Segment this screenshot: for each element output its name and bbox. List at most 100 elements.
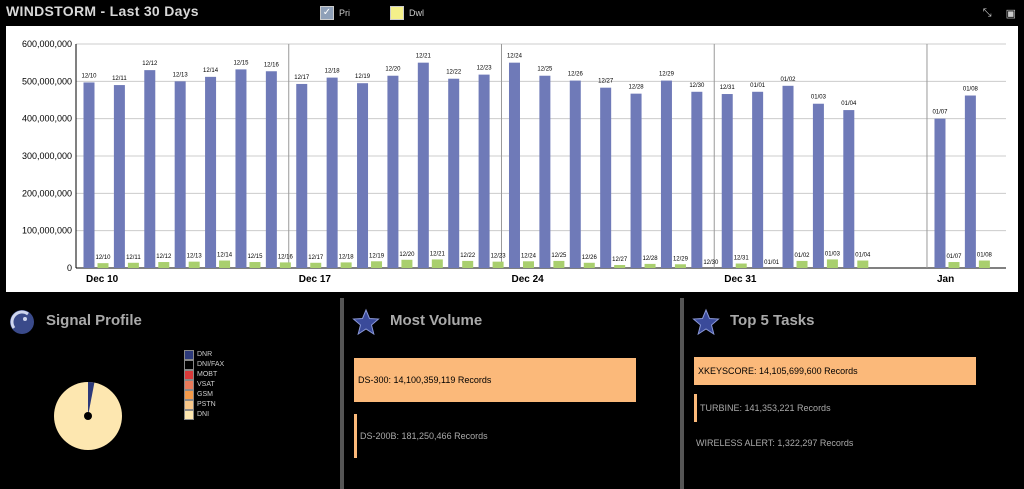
legend-label: MOBT <box>197 371 218 378</box>
x-week-label: Dec 10 <box>86 274 119 285</box>
bar-label-pri: 01/03 <box>811 95 827 101</box>
pie-legend-item[interactable]: MOBT <box>184 370 224 380</box>
window-icon[interactable]: ▣ <box>1005 8 1016 20</box>
legend-swatch <box>184 410 194 420</box>
checkbox-checked-icon[interactable]: ✓ <box>320 6 334 20</box>
top-tasks-panel: Top 5 Tasks XKEYSCORE: 14,105,699,600 Re… <box>680 298 1024 489</box>
bar-pri <box>417 62 429 268</box>
bar-label-dwl: 12/11 <box>126 255 141 261</box>
bar-label-dwl: 12/25 <box>551 253 567 259</box>
legend-item-dwl[interactable]: Dwl <box>390 6 424 20</box>
bar-label-dwl: 12/29 <box>673 256 689 262</box>
task-bar-label: TURBINE: 141,353,221 Records <box>700 403 831 413</box>
pie-legend-item[interactable]: DNI/FAX <box>184 360 224 370</box>
bar-pri <box>235 69 247 269</box>
bar-label-pri: 12/20 <box>385 67 401 73</box>
bar-label-pri: 12/16 <box>264 62 280 68</box>
pie-legend-item[interactable]: VSAT <box>184 380 224 390</box>
bar-pri <box>144 70 156 268</box>
chart-svg: 0 100,000,000 200,000,000 300,000,000 400,00… <box>22 39 1006 285</box>
bar-dwl <box>310 262 322 268</box>
bar-label-dwl: 12/27 <box>612 257 628 263</box>
bar-label-pri: 12/15 <box>233 60 249 66</box>
bar-pri <box>83 82 95 268</box>
bar-label-dwl: 12/13 <box>187 254 203 260</box>
legend-label: GSM <box>197 391 213 398</box>
bar-label-dwl: 12/19 <box>369 253 385 259</box>
legend-swatch <box>184 360 194 370</box>
y-tick-label: 300,000,000 <box>22 151 72 161</box>
bar-dwl <box>857 260 869 268</box>
pie-legend-item[interactable]: DNI <box>184 410 224 420</box>
bar-dwl <box>674 264 686 268</box>
bar-pri <box>691 91 703 268</box>
pie-legend-item[interactable]: PSTN <box>184 400 224 410</box>
task-bar[interactable] <box>694 394 697 422</box>
bar-pri <box>964 95 976 269</box>
y-tick-label: 600,000,000 <box>22 39 72 49</box>
legend-swatch <box>184 400 194 410</box>
volume-bar-label: DS-200B: 181,250,466 Records <box>360 431 488 441</box>
chart-legend: ✓ Pri Dwl <box>320 6 424 20</box>
bar-label-pri: 01/02 <box>781 77 797 83</box>
bar-dwl <box>978 260 990 268</box>
bar-label-dwl: 01/04 <box>855 253 871 259</box>
bar-pri <box>600 87 612 269</box>
bar-label-dwl: 12/22 <box>460 253 476 259</box>
bar-label-dwl: 01/03 <box>825 251 841 257</box>
bar-label-dwl: 01/01 <box>764 260 780 266</box>
bar-label-pri: 12/27 <box>598 79 614 85</box>
bar-label-pri: 12/28 <box>629 85 645 91</box>
page-title: WINDSTORM - Last 30 Days <box>6 3 199 19</box>
bar-label-pri: 12/14 <box>203 68 219 74</box>
pie-legend: DNR DNI/FAX MOBT VSAT GSM PSTN DNI <box>184 350 224 420</box>
bar-label-pri: 12/30 <box>689 83 705 89</box>
bar-label-pri: 12/12 <box>142 61 158 67</box>
pie-legend-item[interactable]: GSM <box>184 390 224 400</box>
bar-label-pri: 12/21 <box>416 54 432 60</box>
bar-label-pri: 12/26 <box>568 72 584 78</box>
task-bar-label: XKEYSCORE: 14,105,699,600 Records <box>698 366 858 376</box>
task-bar[interactable]: XKEYSCORE: 14,105,699,600 Records <box>694 357 976 385</box>
x-week-label: Dec 24 <box>511 274 544 285</box>
bar-label-dwl: 12/30 <box>703 260 719 266</box>
bar-dwl <box>401 259 413 268</box>
bar-label-dwl: 12/31 <box>734 256 750 262</box>
legend-label: VSAT <box>197 381 215 388</box>
x-week-label: Dec 17 <box>299 274 332 285</box>
bar-dwl <box>583 262 595 268</box>
bar-label-pri: 12/24 <box>507 54 523 60</box>
bar-label-dwl: 01/08 <box>977 253 993 259</box>
resize-icon[interactable]: ⤡ <box>982 7 992 19</box>
bar-dwl <box>158 262 170 268</box>
signal-profile-panel: Signal Profile DNR DNI/FAX MOBT VSAT GSM PSTN… <box>0 298 340 489</box>
bar-pri <box>843 110 855 268</box>
task-bar-label: WIRELESS ALERT: 1,322,297 Records <box>696 438 854 448</box>
y-tick-label: 100,000,000 <box>22 226 72 236</box>
bar-pri <box>721 94 733 268</box>
volume-bar[interactable] <box>354 414 357 458</box>
most-volume-panel: Most Volume DS-300: 14,100,359,119 Recor… <box>340 298 684 489</box>
panel-title: Top 5 Tasks <box>730 312 815 329</box>
bar-pri <box>205 76 217 268</box>
star-icon <box>352 308 380 336</box>
bar-label-pri: 01/01 <box>750 83 766 89</box>
legend-item-pri[interactable]: ✓ Pri <box>320 6 350 20</box>
checkbox-icon[interactable] <box>390 6 404 20</box>
bar-label-dwl: 12/28 <box>643 256 659 262</box>
pie-legend-item[interactable]: DNR <box>184 350 224 360</box>
pie-center <box>84 412 92 420</box>
bar-label-pri: 01/07 <box>932 110 948 116</box>
bar-dwl <box>522 261 534 268</box>
bar-pri <box>934 118 946 269</box>
panel-title: Most Volume <box>390 312 483 329</box>
bar-pri <box>326 77 338 268</box>
bar-label-pri: 12/11 <box>112 76 127 82</box>
y-tick-label: 200,000,000 <box>22 188 72 198</box>
bar-label-pri: 12/31 <box>720 85 736 91</box>
volume-bar[interactable]: DS-300: 14,100,359,119 Records <box>354 358 636 402</box>
bar-label-dwl: 12/23 <box>491 254 507 260</box>
bar-dwl <box>644 263 656 268</box>
bar-dwl <box>431 259 443 268</box>
bar-dwl <box>826 259 838 268</box>
